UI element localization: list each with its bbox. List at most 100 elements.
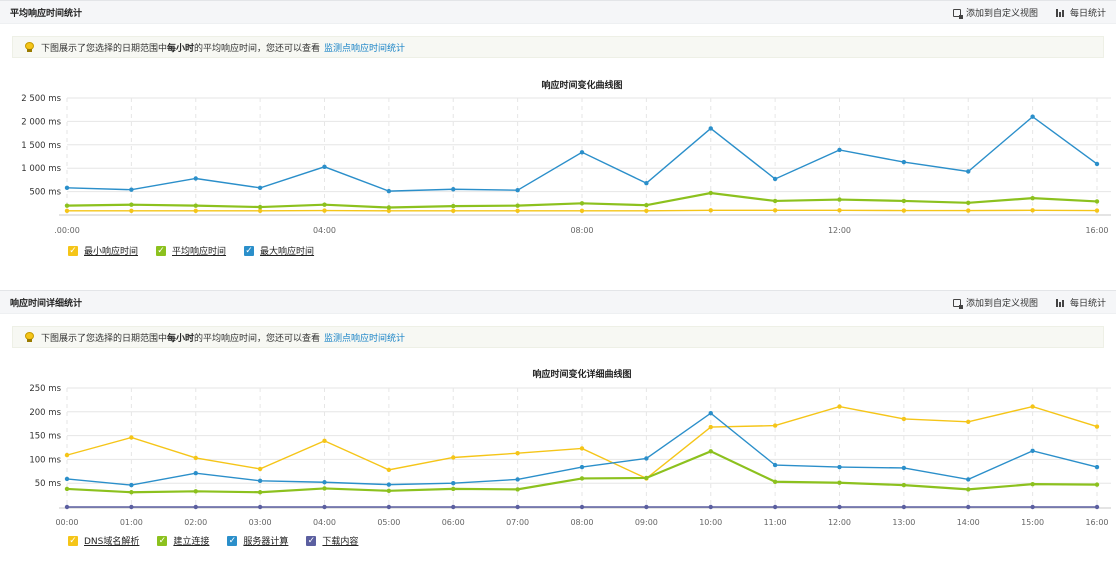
data-point xyxy=(386,188,392,194)
daily-stats-button[interactable]: 每日统计 xyxy=(1055,6,1106,19)
detailed-response-panel: 响应时间详细统计 添加到自定义视图 每日统计 下图展示了您选择的日期范围中 每小时… xyxy=(0,290,1116,571)
data-point xyxy=(322,208,327,213)
data-point xyxy=(257,185,263,191)
data-point xyxy=(901,504,907,510)
add-custom-view-button[interactable]: 添加到自定义视图 xyxy=(952,296,1038,309)
x-tick-label: 14:00 xyxy=(957,518,980,527)
data-point xyxy=(708,449,713,454)
notice-bold: 每小时 xyxy=(167,43,195,54)
monitor-point-stats-link[interactable]: 监测点响应时间统计 xyxy=(324,333,406,344)
legend-checkbox-icon[interactable]: ✓ xyxy=(157,535,168,546)
legend-item[interactable]: ✓ 平均响应时间 xyxy=(156,244,226,257)
data-point xyxy=(193,208,198,213)
x-tick-label: 08:00 xyxy=(570,518,593,527)
data-point xyxy=(322,438,327,444)
data-point xyxy=(193,203,198,208)
data-point xyxy=(451,203,456,209)
data-point xyxy=(966,477,971,482)
bar-chart-icon xyxy=(1055,8,1065,17)
data-point xyxy=(644,202,649,208)
legend-checkbox-icon[interactable]: ✓ xyxy=(68,245,78,256)
data-point xyxy=(515,208,520,213)
detailed-response-chart: 响应时间变化详细曲线图 50 ms 100 ms 150 ms 200 ms 250 ms… xyxy=(29,368,1111,527)
legend-item[interactable]: ✓ 下载内容 xyxy=(306,534,358,547)
legend-label: DNS域名解析 xyxy=(84,537,140,547)
y-tick-label: 1 500 ms xyxy=(21,141,61,151)
legend-checkbox-icon[interactable]: ✓ xyxy=(306,535,317,546)
legend-checkbox-icon[interactable]: ✓ xyxy=(68,535,78,546)
panel-actions: 添加到自定义视图 每日统计 xyxy=(952,6,1106,19)
data-point xyxy=(386,205,392,210)
data-point xyxy=(772,462,778,468)
data-point xyxy=(451,504,456,510)
response-time-chart: 响应时间变化曲线图 500 ms 1 000 ms 1 500 ms 2 000 ms 2… xyxy=(21,79,1111,235)
data-point xyxy=(1094,424,1100,429)
x-tick-label: 15:00 xyxy=(1021,518,1044,527)
data-point xyxy=(1094,504,1100,510)
data-point xyxy=(1030,404,1035,409)
data-point xyxy=(257,466,263,472)
legend-item[interactable]: ✓ 最大响应时间 xyxy=(244,244,314,257)
data-point xyxy=(129,202,134,207)
legend-checkbox-icon[interactable]: ✓ xyxy=(156,245,167,256)
data-point xyxy=(515,187,520,193)
legend-checkbox-icon[interactable]: ✓ xyxy=(227,535,238,546)
legend-item[interactable]: ✓ DNS域名解析 xyxy=(68,534,139,547)
data-point xyxy=(644,475,649,481)
legend-label: 建立连接 xyxy=(173,537,210,547)
legend-item[interactable]: ✓ 最小响应时间 xyxy=(68,244,138,257)
data-point xyxy=(1030,114,1035,119)
data-point xyxy=(515,203,520,208)
data-point xyxy=(64,504,70,510)
panel-title: 平均响应时间统计 xyxy=(10,9,83,19)
legend-item[interactable]: ✓ 服务器计算 xyxy=(227,534,288,547)
data-point xyxy=(1094,199,1100,204)
add-custom-view-button[interactable]: 添加到自定义视图 xyxy=(952,6,1038,19)
data-point xyxy=(451,455,456,460)
data-point xyxy=(772,504,778,510)
x-tick-label: 00:00 xyxy=(55,518,78,527)
data-point xyxy=(64,203,70,208)
data-point xyxy=(386,467,392,473)
data-point xyxy=(579,201,585,206)
legend-label: 最小响应时间 xyxy=(84,247,139,257)
legend-checkbox-icon[interactable]: ✓ xyxy=(244,245,255,256)
x-tick-label: 02:00 xyxy=(184,518,207,527)
notice-prefix: 下图展示了您选择的日期范围中 xyxy=(41,333,168,344)
data-point xyxy=(386,488,392,494)
data-point xyxy=(193,504,198,510)
data-point xyxy=(193,471,198,476)
data-point xyxy=(772,176,778,182)
data-point xyxy=(129,482,134,488)
bar-chart-icon xyxy=(1055,298,1065,307)
data-point xyxy=(451,481,456,486)
y-tick-label: 2 000 ms xyxy=(21,117,61,127)
data-point xyxy=(322,202,327,207)
x-tick-label: 11:00 xyxy=(764,518,787,527)
daily-stats-button[interactable]: 每日统计 xyxy=(1055,296,1106,309)
data-point xyxy=(772,208,778,213)
monitor-point-stats-link[interactable]: 监测点响应时间统计 xyxy=(324,43,406,54)
data-point xyxy=(257,204,263,210)
data-point xyxy=(579,464,585,470)
chart-legend: ✓ 最小响应时间 ✓ 平均响应时间 ✓ 最大响应时间 xyxy=(68,244,314,257)
data-point xyxy=(837,464,842,470)
data-point xyxy=(1094,208,1100,213)
chart-title: 响应时间变化曲线图 xyxy=(541,79,622,91)
data-point xyxy=(257,208,263,213)
notice-middle: 的平均响应时间，您还可以查看 xyxy=(194,43,321,54)
data-point xyxy=(1030,448,1035,454)
data-point xyxy=(193,489,198,494)
data-point xyxy=(579,208,585,213)
data-point xyxy=(644,180,649,186)
legend-label: 平均响应时间 xyxy=(172,247,227,257)
data-point xyxy=(644,208,649,213)
data-point xyxy=(129,490,134,495)
info-notice: 下图展示了您选择的日期范围中 每小时 的平均响应时间，您还可以查看 监测点响应时间统计 xyxy=(12,326,1104,348)
legend-label: 最大响应时间 xyxy=(260,247,315,257)
add-custom-view-label: 添加到自定义视图 xyxy=(965,299,1038,309)
data-point xyxy=(901,198,907,204)
custom-view-icon xyxy=(952,8,963,19)
data-point xyxy=(644,504,649,510)
legend-item[interactable]: ✓ 建立连接 xyxy=(157,534,209,547)
